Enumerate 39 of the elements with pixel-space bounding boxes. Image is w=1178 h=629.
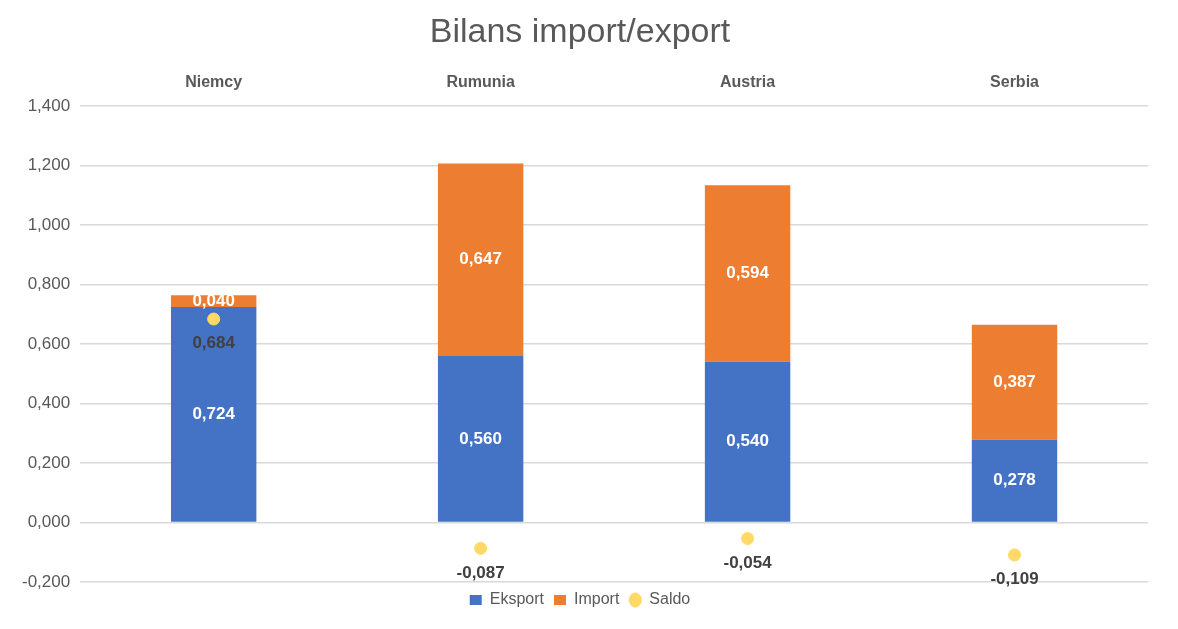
data-label: -0,109 [990, 569, 1039, 589]
data-label: 0,560 [459, 428, 502, 448]
data-label: 0,684 [192, 333, 236, 353]
y-tick-label: -0,200 [22, 571, 71, 591]
bar [704, 185, 791, 362]
y-tick-label: 0,000 [27, 512, 71, 532]
data-label: -0,054 [723, 552, 773, 572]
chart-title: Bilans import/export [429, 10, 731, 49]
legend-label: Saldo [649, 590, 691, 608]
x-tick-label: Niemcy [185, 72, 243, 90]
bar [437, 163, 524, 356]
legend-label: Import [573, 590, 620, 608]
point [207, 312, 221, 326]
data-label: 0,387 [993, 371, 1036, 391]
bar [971, 324, 1058, 440]
y-tick-label: 0,600 [27, 333, 71, 353]
point [741, 532, 755, 546]
data-label: 0,724 [192, 404, 236, 424]
y-tick-label: 0,200 [27, 452, 71, 472]
data-label: 0,278 [993, 470, 1036, 490]
data-label: 0,540 [726, 431, 769, 451]
bar [170, 307, 257, 522]
y-tick-label: 1,400 [27, 95, 71, 115]
point [474, 541, 488, 555]
data-label: 0,647 [459, 249, 502, 269]
y-tick-label: 1,000 [27, 214, 71, 234]
legend-label: Eksport [489, 590, 545, 608]
data-label: 0,594 [726, 263, 770, 283]
y-tick-label: 0,800 [27, 274, 71, 294]
data-label: -0,087 [456, 562, 505, 582]
point [1008, 548, 1022, 562]
bar [971, 439, 1058, 522]
x-tick-label: Austria [720, 72, 776, 90]
x-tick-label: Serbia [990, 72, 1040, 90]
x-tick-label: Rumunia [446, 72, 515, 90]
y-tick-label: 1,200 [27, 155, 71, 175]
bar [704, 361, 791, 522]
bar [437, 355, 524, 522]
y-tick-label: 0,400 [27, 393, 71, 413]
